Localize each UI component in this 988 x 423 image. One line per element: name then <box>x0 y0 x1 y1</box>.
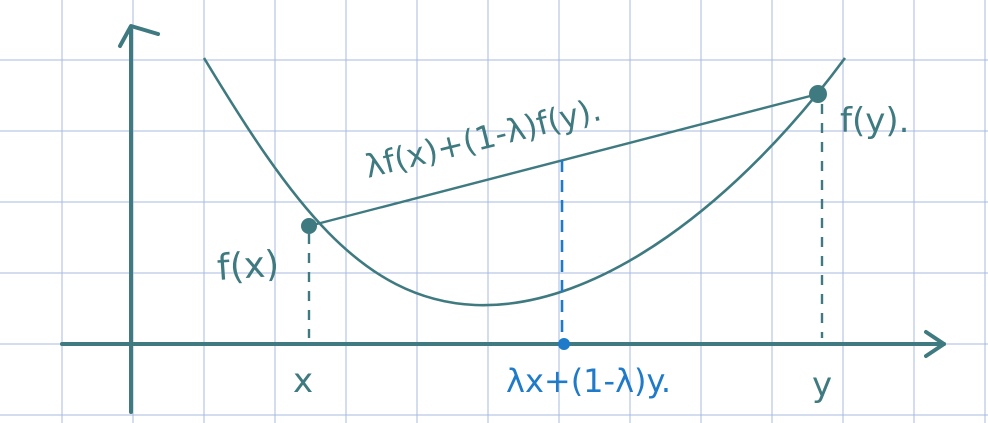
chord-line <box>308 92 819 228</box>
point-mid <box>558 338 570 350</box>
x-axis-arrow <box>924 330 946 358</box>
label-chord: λf(x)+(1-λ)f(y). <box>361 90 605 185</box>
point-fx <box>301 218 317 234</box>
label-fy: f(y). <box>840 101 909 141</box>
label-midpoint: λx+(1-λ)y. <box>506 362 671 400</box>
label-x: x <box>293 361 313 401</box>
label-fx: f(x) <box>216 244 281 289</box>
y-axis-arrow <box>118 24 160 48</box>
label-y: y <box>812 365 832 405</box>
convex-curve <box>202 57 847 307</box>
point-fy <box>809 85 827 103</box>
